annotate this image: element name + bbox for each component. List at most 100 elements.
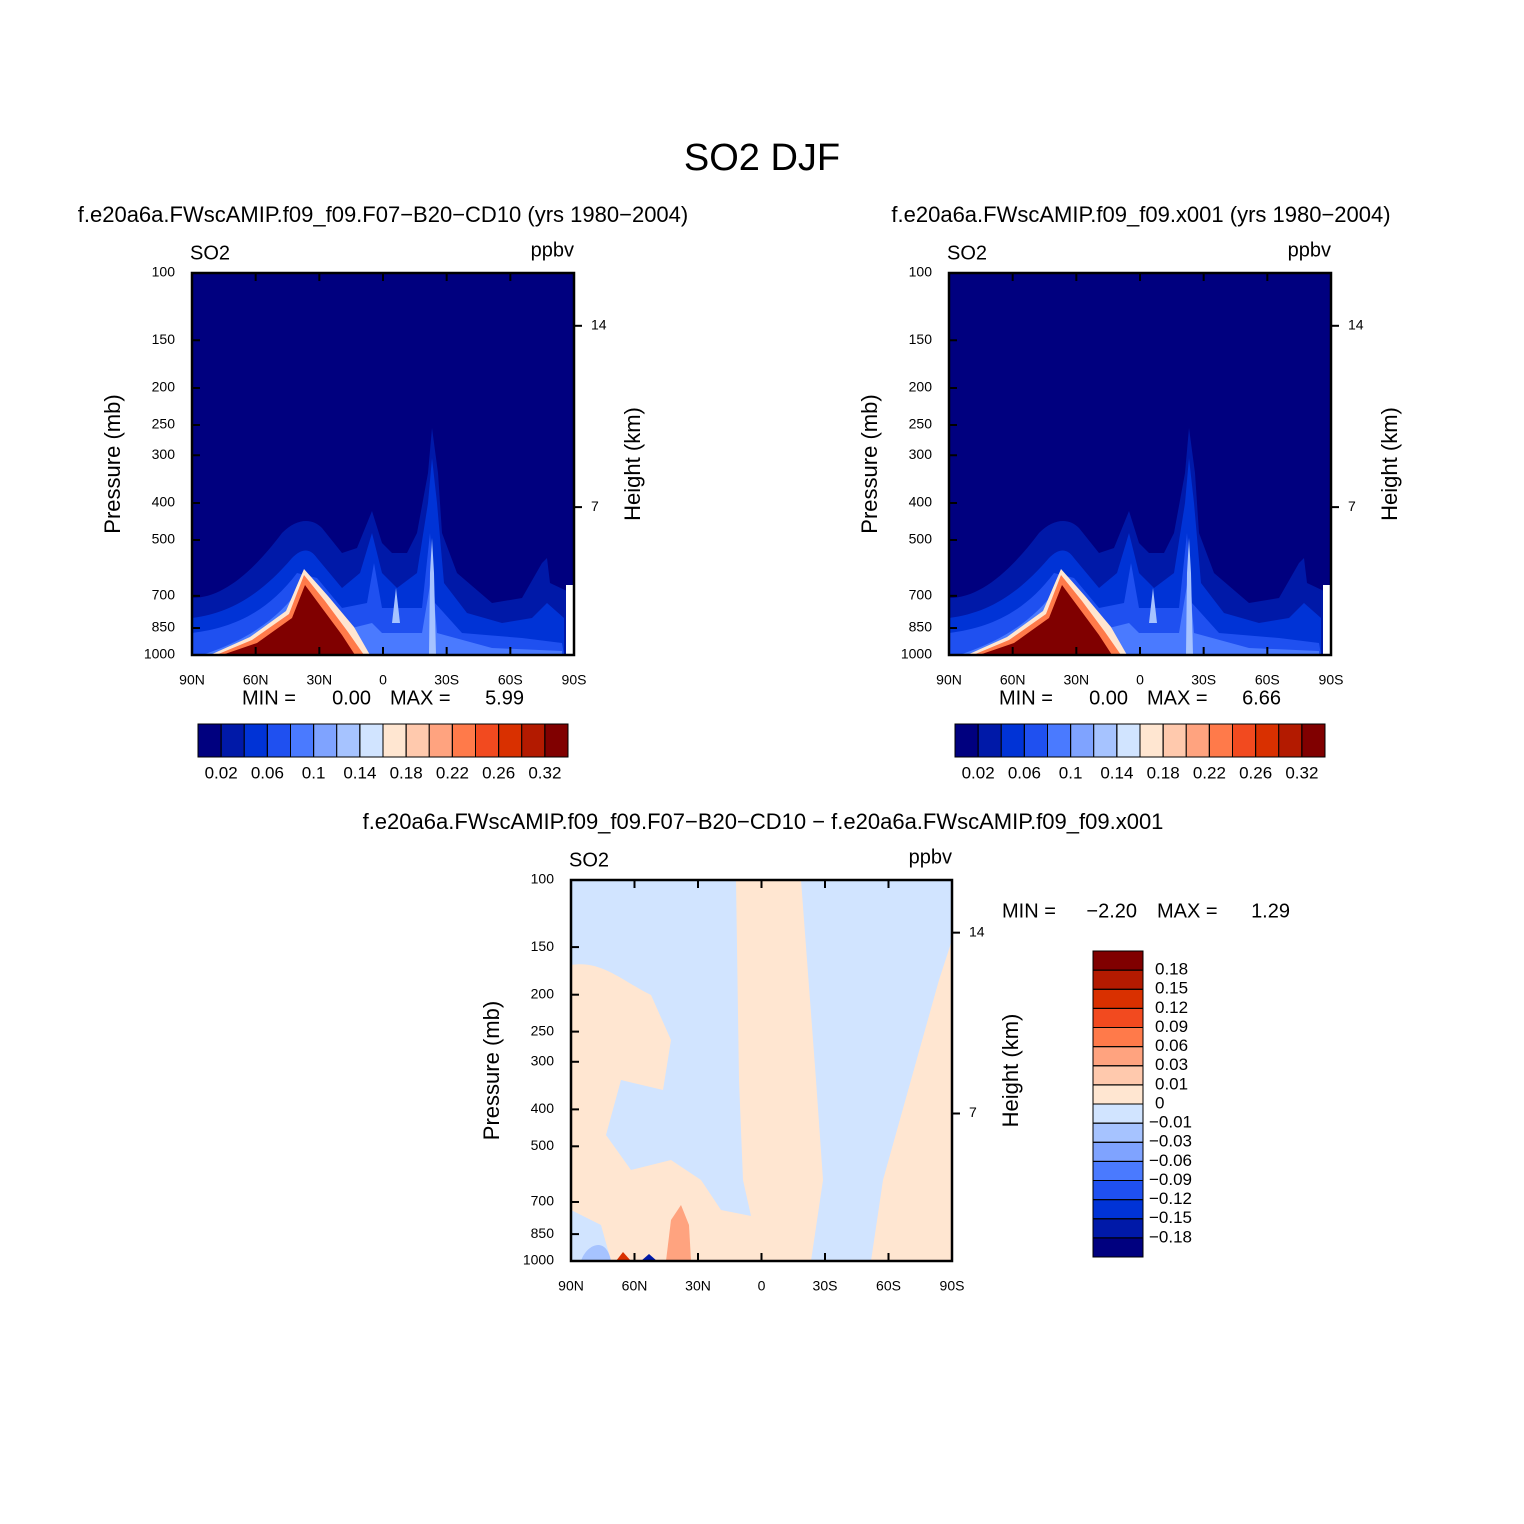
colorbar-label: 0.1 xyxy=(1059,763,1083,782)
x-tick-label: 60S xyxy=(498,672,523,688)
contour-field xyxy=(949,273,1331,655)
x-tick-label: 60N xyxy=(622,1278,648,1294)
colorbar-box xyxy=(1092,1218,1144,1239)
figure-title: SO2 DJF xyxy=(684,137,840,179)
left-label: SO2 xyxy=(947,242,987,264)
colorbar-label: 0.26 xyxy=(482,763,515,782)
colorbar-label: 0.09 xyxy=(1155,1017,1188,1036)
colorbar-box xyxy=(1116,723,1141,758)
colorbar-box xyxy=(1278,723,1303,758)
y-axis-label: Pressure (mb) xyxy=(479,1001,504,1140)
stat-value: 6.66 xyxy=(1242,687,1281,709)
colorbar-label: 0.32 xyxy=(1285,763,1318,782)
colorbar-label: −0.03 xyxy=(1149,1132,1192,1151)
colorbar-box xyxy=(1092,1141,1144,1162)
x-tick-label: 90N xyxy=(179,672,205,688)
y-tick-label: 100 xyxy=(531,871,555,887)
right-label: ppbv xyxy=(909,846,952,868)
stat-label: MIN = xyxy=(242,687,296,709)
x-tick-label: 30S xyxy=(1191,672,1216,688)
contour-field xyxy=(571,880,952,1261)
y-tick-label: 250 xyxy=(152,416,176,432)
colorbar-box xyxy=(1092,1122,1144,1143)
left-label: SO2 xyxy=(190,242,230,264)
colorbar-label: −0.01 xyxy=(1149,1113,1192,1132)
right-label: ppbv xyxy=(531,239,574,261)
y2-tick-label: 14 xyxy=(969,923,985,939)
colorbar-box xyxy=(243,723,268,758)
right-label: ppbv xyxy=(1288,239,1331,261)
colorbar-label: 0.14 xyxy=(1100,763,1133,782)
y2-tick-label: 14 xyxy=(591,317,607,333)
y-tick-label: 200 xyxy=(909,379,933,395)
colorbar-label: −0.06 xyxy=(1149,1151,1192,1170)
y2-tick-label: 14 xyxy=(1348,317,1364,333)
colorbar-box xyxy=(1092,1065,1144,1086)
colorbar-box xyxy=(544,723,569,758)
y2-tick-label: 7 xyxy=(969,1104,977,1120)
y-tick-label: 100 xyxy=(152,264,176,280)
y-tick-label: 1000 xyxy=(523,1252,554,1268)
colorbar-box xyxy=(1162,723,1187,758)
x-tick-label: 90S xyxy=(562,672,587,688)
colorbar-box xyxy=(1092,1160,1144,1181)
y-tick-label: 850 xyxy=(531,1225,555,1241)
stat-value: 0.00 xyxy=(332,687,371,709)
colorbar-box xyxy=(1232,723,1257,758)
left-label: SO2 xyxy=(569,849,609,871)
x-tick-label: 90N xyxy=(558,1278,584,1294)
y-tick-label: 150 xyxy=(909,331,933,347)
colorbar-box xyxy=(359,723,384,758)
y-tick-label: 700 xyxy=(909,587,933,603)
x-tick-label: 60N xyxy=(1000,672,1026,688)
x-tick-label: 30N xyxy=(1063,672,1089,688)
x-tick-label: 30S xyxy=(813,1278,838,1294)
y-tick-label: 200 xyxy=(531,985,555,1001)
colorbar-box xyxy=(428,723,453,758)
y-tick-label: 150 xyxy=(152,331,176,347)
colorbar-box xyxy=(498,723,523,758)
colorbar-label: 0.18 xyxy=(1147,763,1180,782)
y-tick-label: 500 xyxy=(909,531,933,547)
y-tick-label: 200 xyxy=(152,379,176,395)
colorbar-label: 0.14 xyxy=(343,763,376,782)
stat-value: −2.20 xyxy=(1086,900,1137,922)
colorbar-box xyxy=(1255,723,1280,758)
colorbar-box xyxy=(1092,1199,1144,1220)
stat-value: 0.00 xyxy=(1089,687,1128,709)
x-tick-label: 60S xyxy=(1255,672,1280,688)
colorbar-box xyxy=(1092,1027,1144,1048)
colorbar-box xyxy=(1023,723,1048,758)
colorbar-label: 0.15 xyxy=(1155,979,1188,998)
colorbar-label: 0.22 xyxy=(1193,763,1226,782)
x-tick-label: 90N xyxy=(936,672,962,688)
colorbar-label: −0.15 xyxy=(1149,1208,1192,1227)
colorbar-box xyxy=(451,723,476,758)
colorbar-box xyxy=(1139,723,1164,758)
y-axis-label: Pressure (mb) xyxy=(100,394,125,533)
x-tick-label: 0 xyxy=(758,1278,766,1294)
y-tick-label: 500 xyxy=(531,1137,555,1153)
stat-label: MAX = xyxy=(1157,900,1218,922)
stat-label: MIN = xyxy=(999,687,1053,709)
colorbar-label: 0.02 xyxy=(205,763,238,782)
colorbar-box xyxy=(266,723,291,758)
y-tick-label: 700 xyxy=(152,587,176,603)
colorbar-box xyxy=(1092,1084,1144,1105)
colorbar-box xyxy=(405,723,430,758)
colorbar-box xyxy=(1092,988,1144,1009)
x-tick-label: 0 xyxy=(1136,672,1144,688)
y-tick-label: 300 xyxy=(909,446,933,462)
x-tick-label: 30N xyxy=(306,672,332,688)
colorbar-label: 0.18 xyxy=(390,763,423,782)
colorbar-box xyxy=(521,723,546,758)
colorbar-label: −0.12 xyxy=(1149,1189,1192,1208)
y2-axis-label: Height (km) xyxy=(620,407,645,521)
colorbar-box xyxy=(197,723,222,758)
colorbar-label: 0.32 xyxy=(528,763,561,782)
x-tick-label: 30N xyxy=(685,1278,711,1294)
colorbar-box xyxy=(1047,723,1072,758)
y2-axis-label: Height (km) xyxy=(998,1014,1023,1128)
y-tick-label: 400 xyxy=(152,494,176,510)
